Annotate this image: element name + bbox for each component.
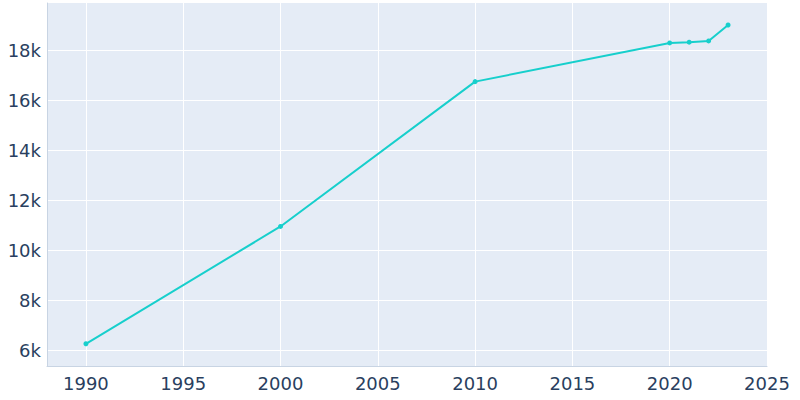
svg-text:1995: 1995 — [160, 373, 206, 394]
svg-text:2015: 2015 — [549, 373, 595, 394]
svg-text:2020: 2020 — [647, 373, 693, 394]
svg-text:8k: 8k — [19, 290, 41, 311]
svg-text:18k: 18k — [8, 40, 42, 61]
svg-text:10k: 10k — [8, 240, 42, 261]
svg-text:2005: 2005 — [355, 373, 401, 394]
svg-text:2025: 2025 — [744, 373, 790, 394]
svg-text:6k: 6k — [19, 340, 41, 361]
svg-text:16k: 16k — [8, 90, 42, 111]
svg-text:2010: 2010 — [452, 373, 498, 394]
svg-text:2000: 2000 — [258, 373, 304, 394]
svg-text:1990: 1990 — [63, 373, 109, 394]
svg-text:14k: 14k — [8, 140, 42, 161]
svg-text:12k: 12k — [8, 190, 42, 211]
